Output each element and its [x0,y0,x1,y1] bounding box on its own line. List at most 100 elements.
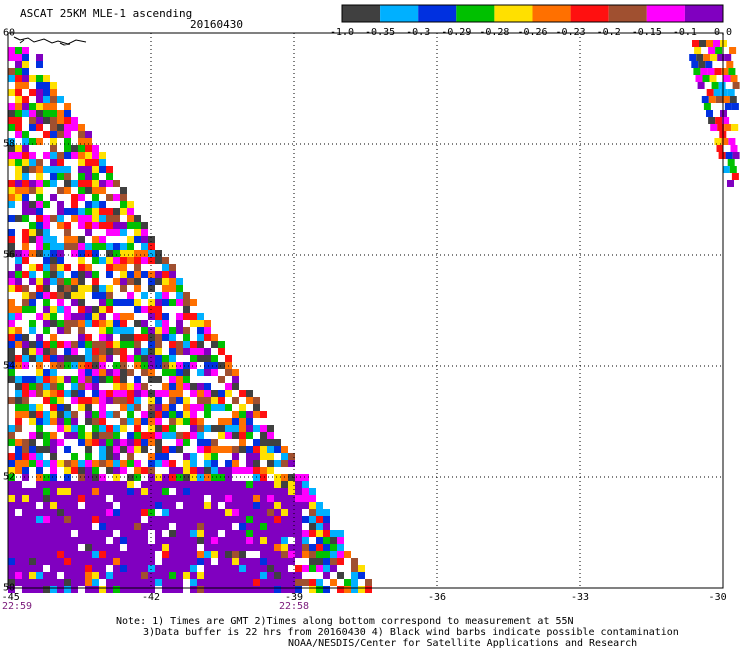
swath-cell [239,390,246,397]
swath-cell [92,432,99,439]
swath-cell [127,313,134,320]
swath-cell [29,124,36,131]
swath-cell [183,474,190,481]
swath-cell [106,425,113,432]
swath-cell [92,474,99,481]
swath-cell [218,488,225,495]
colorbar-swatch [570,5,609,22]
swath-cell [50,523,57,530]
swath-cell [211,390,218,397]
swath-cell [344,586,351,593]
swath-cell [176,362,183,369]
swath-cell [64,341,71,348]
swath-cell [99,572,106,579]
swath-cell [71,390,78,397]
swath-cell [22,96,29,103]
swath-cell [260,544,267,551]
swath-cell [113,586,120,593]
swath-cell [218,467,225,474]
swath-cell [197,320,204,327]
swath-cell [113,460,120,467]
swath-cell [120,572,127,579]
swath-cell [106,572,113,579]
swath-cell [57,152,64,159]
swath-cell [15,397,22,404]
swath-cell [99,180,106,187]
swath-cell [120,383,127,390]
swath-cell [113,397,120,404]
swath-cell [731,124,739,131]
swath-cell [43,292,50,299]
swath-cell [36,187,43,194]
swath-cell [225,355,232,362]
swath-cell [274,551,281,558]
swath-cell [260,474,267,481]
swath-cell [721,138,729,145]
swath-cell [85,411,92,418]
swath-cell [71,376,78,383]
swath-cell [176,523,183,530]
swath-cell [702,75,710,82]
swath-cell [218,537,225,544]
swath-cell [8,537,15,544]
swath-cell [162,425,169,432]
swath-cell [113,523,120,530]
swath-cell [148,495,155,502]
swath-cell [36,425,43,432]
swath-cell [211,369,218,376]
swath-cell [36,229,43,236]
swath-cell [134,229,141,236]
swath-cell [8,75,15,82]
swath-cell [50,376,57,383]
swath-cell [134,355,141,362]
swath-cell [15,131,22,138]
swath-cell [71,292,78,299]
swath-cell [50,411,57,418]
swath-cell [183,572,190,579]
swath-cell [225,425,232,432]
swath-cell [29,565,36,572]
swath-cell [162,257,169,264]
swath-cell [274,502,281,509]
swath-cell [85,418,92,425]
swath-cell [211,362,218,369]
swath-cell [260,425,267,432]
swath-cell [134,306,141,313]
swath-cell [148,404,155,411]
swath-cell [92,530,99,537]
swath-cell [323,537,330,544]
swath-cell [127,292,134,299]
swath-cell [183,565,190,572]
swath-cell [120,208,127,215]
swath-cell [309,502,316,509]
swath-cell [22,341,29,348]
swath-cell [50,236,57,243]
swath-cell [71,481,78,488]
swath-cell [120,586,127,593]
swath-cell [57,418,64,425]
swath-cell [183,502,190,509]
swath-cell [141,271,148,278]
swath-cell [316,544,323,551]
swath-cell [232,488,239,495]
swath-cell [183,488,190,495]
swath-cell [71,341,78,348]
swath-cell [155,572,162,579]
swath-cell [120,320,127,327]
swath-cell [113,180,120,187]
swath-cell [15,446,22,453]
swath-cell [162,453,169,460]
swath-cell [120,229,127,236]
swath-cell [162,446,169,453]
swath-cell [302,488,309,495]
swath-cell [155,488,162,495]
swath-cell [92,194,99,201]
swath-cell [190,537,197,544]
swath-cell [162,558,169,565]
swath-cell [232,551,239,558]
swath-cell [57,166,64,173]
swath-cell [148,439,155,446]
swath-cell [274,516,281,523]
swath-cell [225,565,232,572]
swath-cell [211,579,218,586]
